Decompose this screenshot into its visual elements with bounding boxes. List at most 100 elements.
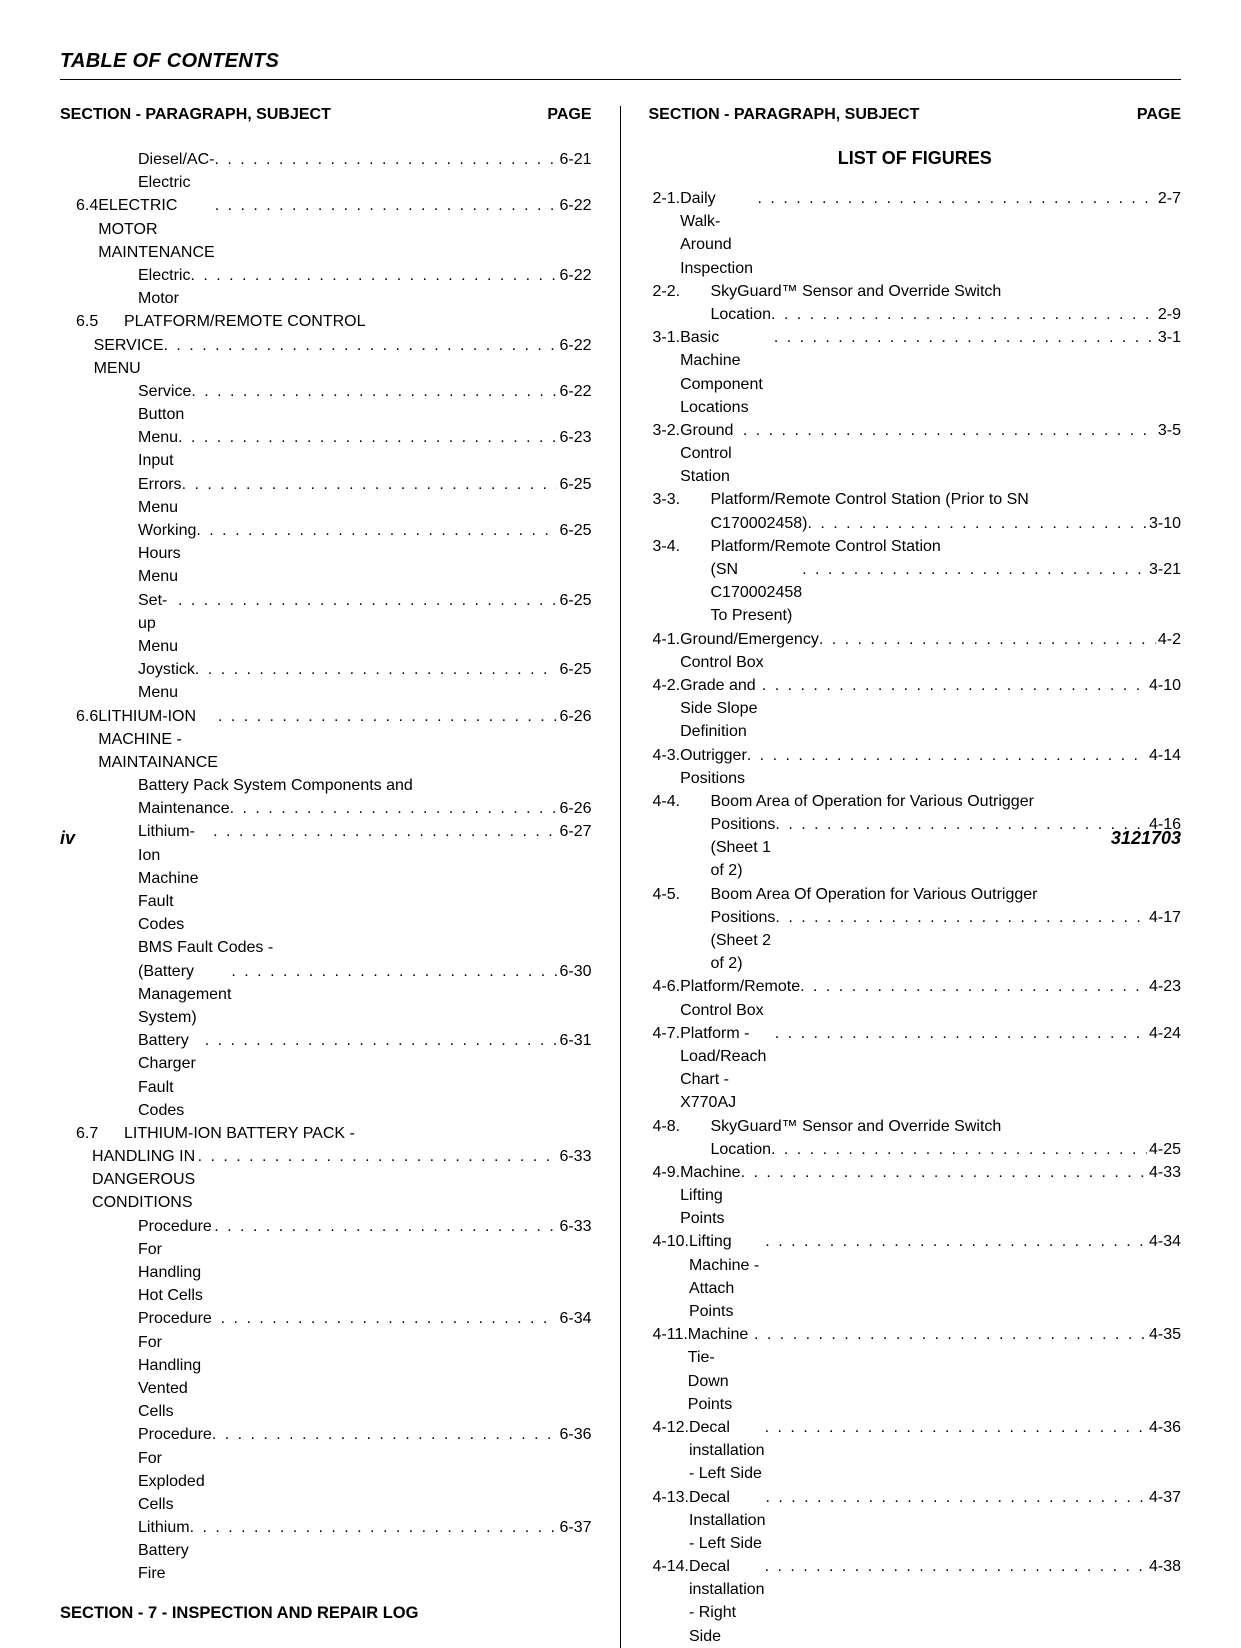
toc-leader-dots xyxy=(765,1230,1147,1253)
toc-page: 6-33 xyxy=(557,1215,591,1238)
lof-row: 2-1.Daily Walk-Around Inspection2-7 xyxy=(649,187,1182,280)
toc-leader-dots xyxy=(230,797,558,820)
lof-label: Basic Machine Component Locations xyxy=(680,326,774,419)
toc-leader-dots xyxy=(214,148,557,171)
toc-page: 6-30 xyxy=(557,960,591,983)
footer-doc-number: 3121703 xyxy=(1111,828,1181,849)
lof-label: Outrigger Positions xyxy=(680,744,747,790)
toc-section-num: 6.7 xyxy=(76,1122,124,1145)
toc-sub-label: Procedure For Handling Vented Cells xyxy=(138,1307,221,1423)
lof-num: 4-10. xyxy=(653,1230,689,1253)
lof-row: 3-4.Platform/Remote Control Station xyxy=(649,535,1182,558)
lof-row: 4-3.Outrigger Positions 4-14 xyxy=(649,744,1182,790)
toc-leader-dots xyxy=(802,558,1147,581)
lof-num: 4-3. xyxy=(653,744,681,767)
toc-section-num: 6.5 xyxy=(76,310,124,333)
lof-page: 4-10 xyxy=(1147,674,1181,697)
toc-sub-label: Service Button xyxy=(138,380,191,426)
lof-page: 4-38 xyxy=(1147,1555,1181,1578)
toc-leader-dots xyxy=(775,1022,1147,1045)
lof-num: 4-8. xyxy=(653,1115,711,1138)
toc-leader-dots xyxy=(741,1161,1147,1184)
toc-leader-dots xyxy=(765,1486,1147,1509)
lof-row: 2-2.SkyGuard™ Sensor and Override Switch xyxy=(649,280,1182,303)
toc-sub-label: Maintenance xyxy=(138,797,230,820)
toc-leader-dots xyxy=(800,975,1147,998)
toc-page: 6-21 xyxy=(557,148,591,171)
lof-label: SkyGuard™ Sensor and Override Switch xyxy=(711,280,1002,303)
lof-label: C170002458) xyxy=(711,512,808,535)
toc-page: 6-25 xyxy=(557,473,591,496)
column-header-subject: SECTION - PARAGRAPH, SUBJECT xyxy=(649,106,920,124)
toc-section-label: LITHIUM-ION MACHINE - MAINTAINANCE xyxy=(98,705,218,775)
toc-sub-row: Diesel/AC-Electric 6-21 xyxy=(60,148,592,194)
toc-sub-row: Working Hours Menu6-25 xyxy=(60,519,592,589)
lof-page: 4-23 xyxy=(1147,975,1181,998)
toc-leader-dots xyxy=(775,906,1147,929)
lof-row: 4-10.Lifting Machine - Attach Points4-34 xyxy=(649,1230,1182,1323)
lof-num: 3-3. xyxy=(653,488,711,511)
toc-sub-row-cont: (Battery Management System) 6-30 xyxy=(60,960,592,1030)
lof-label: Decal installation - Right Side xyxy=(689,1555,765,1648)
lof-page: 4-17 xyxy=(1147,906,1181,929)
lof-num: 4-14. xyxy=(653,1555,689,1578)
toc-page: 6-37 xyxy=(557,1516,591,1539)
lof-row-cont: C170002458)3-10 xyxy=(649,512,1182,535)
column-header-subject: SECTION - PARAGRAPH, SUBJECT xyxy=(60,106,331,124)
toc-section-label: SERVICE MENU xyxy=(94,334,164,380)
toc-sub-row: Electric Motor 6-22 xyxy=(60,264,592,310)
toc-sub-label: Diesel/AC-Electric xyxy=(138,148,214,194)
toc-sub-label: Electric Motor xyxy=(138,264,190,310)
lof-num: 4-4. xyxy=(653,790,711,813)
toc-section-row: 6.4ELECTRIC MOTOR MAINTENANCE6-22 xyxy=(60,194,592,264)
toc-leader-dots xyxy=(762,674,1147,697)
lof-row-cont: (SN C170002458 To Present)3-21 xyxy=(649,558,1182,628)
toc-page: 6-26 xyxy=(557,705,591,728)
toc-leader-dots xyxy=(758,187,1156,210)
toc-page: 6-26 xyxy=(557,797,591,820)
toc-sub-label: Procedure For Handling Hot Cells xyxy=(138,1215,214,1308)
lof-row-cont: Location2-9 xyxy=(649,303,1182,326)
lof-label: Machine Lifting Points xyxy=(680,1161,740,1231)
toc-list-left: Diesel/AC-Electric 6-21 6.4ELECTRIC MOTOR … xyxy=(60,148,592,1586)
lof-num: 2-1. xyxy=(653,187,681,210)
toc-section-row: 6.7LITHIUM-ION BATTERY PACK - xyxy=(60,1122,592,1145)
page-title: TABLE OF CONTENTS xyxy=(60,50,1181,73)
toc-page: 6-22 xyxy=(557,264,591,287)
toc-sub-row-cont: Maintenance 6-26 xyxy=(60,797,592,820)
column-header-right: SECTION - PARAGRAPH, SUBJECT PAGE xyxy=(649,106,1182,124)
lof-row: 4-9.Machine Lifting Points4-33 xyxy=(649,1161,1182,1231)
footer: iv 3121703 xyxy=(60,828,1181,849)
lof-label: Location xyxy=(711,1138,772,1161)
lof-row: 4-5.Boom Area Of Operation for Various O… xyxy=(649,883,1182,906)
lof-page: 4-14 xyxy=(1147,744,1181,767)
toc-leader-dots xyxy=(765,1555,1147,1578)
toc-sub-label: (Battery Management System) xyxy=(138,960,231,1030)
toc-section-row: 6.6LITHIUM-ION MACHINE - MAINTAINANCE6-2… xyxy=(60,705,592,775)
toc-section-label: LITHIUM-ION BATTERY PACK - xyxy=(124,1122,355,1145)
lof-row: 4-4.Boom Area of Operation for Various O… xyxy=(649,790,1182,813)
lof-row: 4-1.Ground/Emergency Control Box4-2 xyxy=(649,628,1182,674)
lof-page: 4-2 xyxy=(1156,628,1181,651)
toc-leader-dots xyxy=(212,1423,558,1446)
toc-leader-dots xyxy=(747,744,1147,767)
toc-leader-dots xyxy=(178,426,557,449)
toc-section-label: PLATFORM/REMOTE CONTROL xyxy=(124,310,366,333)
lof-row: 3-1.Basic Machine Component Locations3-1 xyxy=(649,326,1182,419)
lof-row: 4-13.Decal Installation - Left Side4-37 xyxy=(649,1486,1182,1556)
toc-leader-dots xyxy=(205,1029,558,1052)
lof-label: Platform/Remote Control Station (Prior t… xyxy=(711,488,1029,511)
lof-page: 4-34 xyxy=(1147,1230,1181,1253)
lof-page: 4-37 xyxy=(1147,1486,1181,1509)
toc-sub-row: Errors Menu6-25 xyxy=(60,473,592,519)
lof-label: Daily Walk-Around Inspection xyxy=(680,187,757,280)
lof-num: 3-4. xyxy=(653,535,711,558)
toc-leader-dots xyxy=(215,194,558,217)
toc-leader-dots xyxy=(214,1215,557,1238)
toc-sub-row: Set-up Menu6-25 xyxy=(60,589,592,659)
toc-sub-row: Procedure For Handling Hot Cells 6-33 xyxy=(60,1215,592,1308)
toc-leader-dots xyxy=(231,960,557,983)
toc-section-row-cont: HANDLING IN DANGEROUS CONDITIONS6-33 xyxy=(60,1145,592,1215)
lof-label: Decal Installation - Left Side xyxy=(689,1486,765,1556)
column-header-left: SECTION - PARAGRAPH, SUBJECT PAGE xyxy=(60,106,592,124)
